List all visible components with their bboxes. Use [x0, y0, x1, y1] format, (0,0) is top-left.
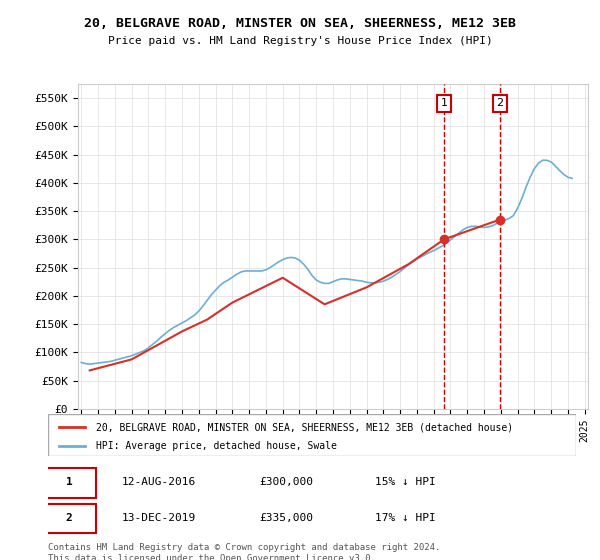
- Text: £335,000: £335,000: [259, 513, 313, 523]
- Text: Contains HM Land Registry data © Crown copyright and database right 2024.
This d: Contains HM Land Registry data © Crown c…: [48, 543, 440, 560]
- FancyBboxPatch shape: [48, 414, 576, 456]
- Text: 2: 2: [66, 513, 73, 523]
- Text: £300,000: £300,000: [259, 478, 313, 487]
- Text: 20, BELGRAVE ROAD, MINSTER ON SEA, SHEERNESS, ME12 3EB (detached house): 20, BELGRAVE ROAD, MINSTER ON SEA, SHEER…: [95, 422, 512, 432]
- Text: 1: 1: [440, 99, 448, 109]
- FancyBboxPatch shape: [43, 503, 95, 533]
- FancyBboxPatch shape: [43, 468, 95, 497]
- Text: 15% ↓ HPI: 15% ↓ HPI: [376, 478, 436, 487]
- Text: 17% ↓ HPI: 17% ↓ HPI: [376, 513, 436, 523]
- Text: 13-DEC-2019: 13-DEC-2019: [122, 513, 196, 523]
- Text: HPI: Average price, detached house, Swale: HPI: Average price, detached house, Swal…: [95, 441, 337, 451]
- Text: 1: 1: [66, 478, 73, 487]
- Text: Price paid vs. HM Land Registry's House Price Index (HPI): Price paid vs. HM Land Registry's House …: [107, 36, 493, 46]
- Text: 2: 2: [496, 99, 503, 109]
- Text: 20, BELGRAVE ROAD, MINSTER ON SEA, SHEERNESS, ME12 3EB: 20, BELGRAVE ROAD, MINSTER ON SEA, SHEER…: [84, 17, 516, 30]
- Text: 12-AUG-2016: 12-AUG-2016: [122, 478, 196, 487]
